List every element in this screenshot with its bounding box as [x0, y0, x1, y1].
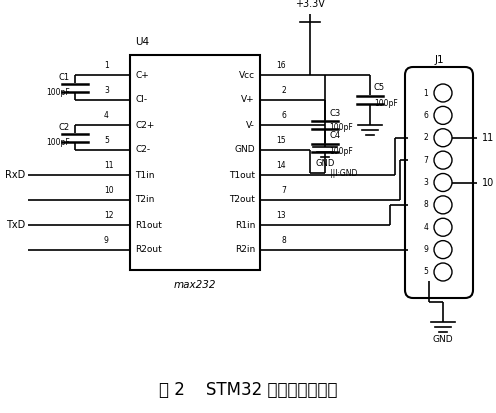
Text: 8: 8	[281, 236, 286, 245]
Text: Cl-: Cl-	[135, 95, 147, 104]
Text: 3: 3	[104, 86, 109, 95]
Text: GND: GND	[315, 159, 335, 168]
Text: RxD: RxD	[5, 170, 25, 180]
Text: TxD: TxD	[6, 220, 25, 230]
Text: R1out: R1out	[135, 221, 162, 230]
Text: 10: 10	[104, 186, 114, 195]
Text: 9: 9	[104, 236, 109, 245]
Text: R1in: R1in	[235, 221, 255, 230]
Text: 5: 5	[104, 136, 109, 145]
Text: 14: 14	[276, 161, 286, 170]
Text: 12: 12	[104, 211, 114, 220]
Text: 15: 15	[276, 136, 286, 145]
Text: 13: 13	[276, 211, 286, 220]
Text: 6: 6	[281, 111, 286, 120]
Text: GND: GND	[235, 145, 255, 154]
Text: 5: 5	[423, 268, 428, 276]
Text: 100pF: 100pF	[46, 88, 70, 97]
Text: T2in: T2in	[135, 195, 154, 204]
Text: max232: max232	[174, 280, 216, 290]
Text: 100pF: 100pF	[374, 98, 398, 107]
FancyBboxPatch shape	[405, 67, 473, 298]
Text: 16: 16	[276, 61, 286, 70]
Text: 图 2    STM32 串口电平转换电: 图 2 STM32 串口电平转换电	[159, 381, 337, 399]
Text: 2: 2	[423, 133, 428, 142]
Bar	[130, 55, 260, 270]
Text: 11: 11	[104, 161, 114, 170]
Text: V-: V-	[246, 121, 255, 130]
Text: V+: V+	[242, 95, 255, 104]
Text: C3: C3	[329, 109, 340, 118]
Text: R2out: R2out	[135, 245, 162, 254]
Text: 7: 7	[281, 186, 286, 195]
Text: T1in: T1in	[135, 171, 154, 180]
Text: 100pF: 100pF	[46, 138, 70, 147]
Text: J1: J1	[434, 55, 444, 65]
Text: 9: 9	[423, 245, 428, 254]
Text: 3: 3	[423, 178, 428, 187]
Text: Vcc: Vcc	[239, 71, 255, 79]
Text: C5: C5	[374, 83, 385, 92]
Text: C2-: C2-	[135, 145, 150, 154]
Text: C4: C4	[329, 131, 340, 140]
Text: T1out: T1out	[229, 171, 255, 180]
Text: U4: U4	[135, 37, 149, 47]
Text: 4: 4	[423, 223, 428, 232]
Text: GND: GND	[433, 335, 453, 344]
Text: 1: 1	[423, 88, 428, 97]
Text: 4: 4	[104, 111, 109, 120]
Text: C+: C+	[135, 71, 149, 79]
Text: R2in: R2in	[235, 245, 255, 254]
Text: T2out: T2out	[229, 195, 255, 204]
Text: 8: 8	[423, 200, 428, 209]
Text: C2: C2	[59, 123, 70, 132]
Text: C1: C1	[59, 73, 70, 82]
Text: 100pF: 100pF	[329, 147, 353, 156]
Text: 2: 2	[281, 86, 286, 95]
Text: C2+: C2+	[135, 121, 154, 130]
Text: 11: 11	[482, 133, 494, 143]
Text: 100pF: 100pF	[329, 123, 353, 133]
Text: 10: 10	[482, 178, 494, 188]
Text: 1: 1	[104, 61, 109, 70]
Text: ||I·GND: ||I·GND	[330, 169, 358, 178]
Text: 6: 6	[423, 111, 428, 120]
Text: +3.3V: +3.3V	[295, 0, 325, 9]
Text: 7: 7	[423, 156, 428, 165]
